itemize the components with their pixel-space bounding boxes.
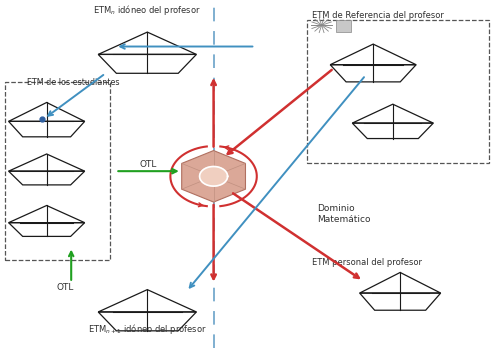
Bar — [336, 20, 351, 32]
Text: ETM personal del profesor: ETM personal del profesor — [312, 258, 422, 267]
Text: ETM$_{n+1}$ idóneo del profesor: ETM$_{n+1}$ idóneo del profesor — [88, 322, 207, 335]
Polygon shape — [182, 151, 246, 202]
Text: ETM de los estudiantes: ETM de los estudiantes — [27, 78, 119, 87]
Text: OTL: OTL — [140, 160, 157, 169]
Text: OTL: OTL — [56, 283, 74, 292]
Text: Dominio
Matemático: Dominio Matemático — [317, 204, 370, 224]
Text: ETM$_n$ idóneo del profesor: ETM$_n$ idóneo del profesor — [93, 3, 201, 17]
Text: ETM de Referencia del profesor: ETM de Referencia del profesor — [312, 11, 444, 20]
Polygon shape — [200, 167, 228, 186]
